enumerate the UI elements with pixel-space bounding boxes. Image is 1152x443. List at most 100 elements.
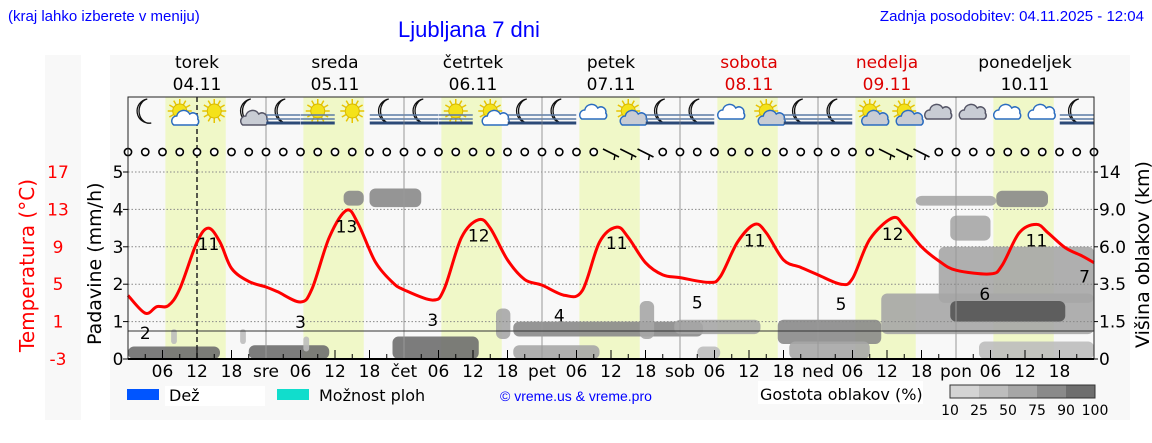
cloud-density-label: Gostota oblakov (%) — [760, 385, 923, 404]
sun-fog-icon — [300, 99, 335, 125]
wind-calm-icon — [330, 147, 340, 157]
cloud-shape — [958, 103, 987, 120]
sun-icon — [340, 99, 365, 123]
wind-calm-icon — [1037, 147, 1047, 157]
sun-ray — [207, 116, 212, 122]
cloud-patch — [303, 336, 310, 352]
sun-ray — [306, 104, 313, 109]
wind-calm-icon — [1003, 147, 1013, 157]
wind-calm-icon — [451, 147, 461, 157]
sun-ray — [182, 100, 187, 106]
wind-calm-icon — [158, 147, 167, 157]
x-hour-tick: 12 — [1014, 362, 1036, 382]
wind-calm-icon — [968, 147, 978, 157]
x-day-tick: pon — [940, 362, 972, 382]
sun-ray — [893, 113, 899, 118]
cloud-icon — [579, 103, 608, 120]
moon-fog-icon — [1059, 98, 1094, 125]
day-date: 05.11 — [311, 75, 360, 95]
wind-calm-icon — [520, 147, 530, 157]
day-date: 10.11 — [1001, 75, 1050, 95]
cloud-height-tick: 3.5 — [1099, 275, 1126, 295]
wind-barb — [878, 148, 896, 158]
sun-ray — [631, 100, 635, 106]
x-hour-tick: 06 — [704, 362, 726, 382]
cloud-density-tick: 90 — [1057, 403, 1075, 419]
menu-hint-link[interactable]: (kraj lahko izberete v meniju) — [8, 8, 200, 25]
cloud-shape — [717, 103, 746, 120]
precipitation-axis-title: Padavine (mm/h) — [84, 182, 106, 345]
wind-calm-icon — [278, 147, 288, 157]
cloud-patch — [938, 246, 1094, 303]
x-hour-tick: 18 — [911, 362, 933, 382]
cloud-shape — [579, 103, 608, 120]
cloud-shape — [619, 109, 648, 126]
cloud-density-swatch — [950, 385, 979, 398]
wind-calm-icon — [192, 147, 202, 157]
x-hour-tick: 12 — [462, 362, 484, 382]
sun-ray — [357, 113, 364, 118]
cloud-height-axis-title: Višina oblakov (km) — [1132, 161, 1152, 348]
wind-calm-icon — [727, 147, 737, 157]
wind-calm-icon — [692, 147, 702, 157]
cloud-shape — [757, 109, 786, 126]
sun-ray — [341, 113, 347, 118]
cloud-height-tick: 14 — [1099, 163, 1121, 183]
wind-calm-icon — [140, 147, 150, 157]
wind-calm-icon — [175, 147, 185, 157]
cloud-density-tick: 100 — [1082, 403, 1109, 419]
cloud-height-tick: 9.0 — [1099, 200, 1126, 220]
cloud-patch — [128, 346, 220, 359]
sun-disc — [310, 103, 326, 119]
cloud-patch — [513, 321, 703, 337]
sun-ray — [755, 104, 761, 109]
x-hour-tick: 06 — [980, 362, 1002, 382]
last-updated: Zadnja posodobitev: 04.11.2025 - 12:04 — [880, 8, 1144, 25]
day-name: petek — [587, 53, 635, 73]
wind-calm-icon — [209, 147, 219, 157]
day-name: nedelja — [856, 53, 918, 73]
moon-fog-icon — [542, 98, 577, 125]
cloud-shape — [993, 103, 1022, 120]
cloud-patch — [513, 345, 600, 359]
cloud-patch — [392, 336, 479, 359]
temperature-tick: 13 — [47, 200, 69, 220]
cloud-density-tick: 50 — [999, 403, 1017, 419]
sun-ray — [617, 113, 623, 118]
sun-cloud-icon — [478, 99, 510, 126]
cloud-patch — [950, 215, 991, 241]
wind-barb-tick — [889, 154, 892, 161]
temperature-end-label: 7 — [1079, 268, 1090, 288]
wind-barb — [637, 148, 654, 158]
legend-rain-bg — [165, 386, 265, 406]
temperature-line — [126, 208, 1095, 315]
temperature-min-label: 3 — [295, 313, 306, 333]
wind-barb-tick — [923, 154, 927, 161]
day-name: sobota — [720, 53, 778, 73]
wind-calm-icon — [761, 147, 771, 157]
moon-fog-icon — [818, 98, 853, 125]
legend-showers-label: Možnost ploh — [319, 386, 425, 405]
cloud-shape — [861, 109, 890, 126]
wind-calm-icon — [227, 147, 236, 157]
wind-calm-icon — [796, 147, 806, 157]
wind-calm-icon — [986, 147, 995, 157]
wind-calm-icon — [554, 147, 564, 157]
wind-calm-icon — [313, 147, 323, 157]
sun-ray — [203, 104, 209, 109]
cloud-patch — [697, 346, 721, 359]
wind-calm-icon — [434, 147, 443, 157]
temperature-max-label: 13 — [336, 217, 358, 237]
x-hour-tick: 18 — [221, 362, 243, 382]
moon-fog-icon — [783, 98, 818, 125]
precipitation-tick: 3 — [113, 238, 124, 258]
sun-ray — [769, 100, 773, 106]
wind-calm-icon — [1072, 147, 1082, 157]
copyright-link[interactable]: © vreme.us & vreme.pro — [500, 388, 652, 404]
moon-fog-icon — [266, 98, 301, 125]
cloud-density-tick: 10 — [941, 403, 959, 419]
sun-ray — [341, 104, 347, 109]
sun-ray — [217, 100, 221, 106]
wind-barb-tick — [647, 154, 651, 161]
moon-icon — [136, 98, 152, 124]
